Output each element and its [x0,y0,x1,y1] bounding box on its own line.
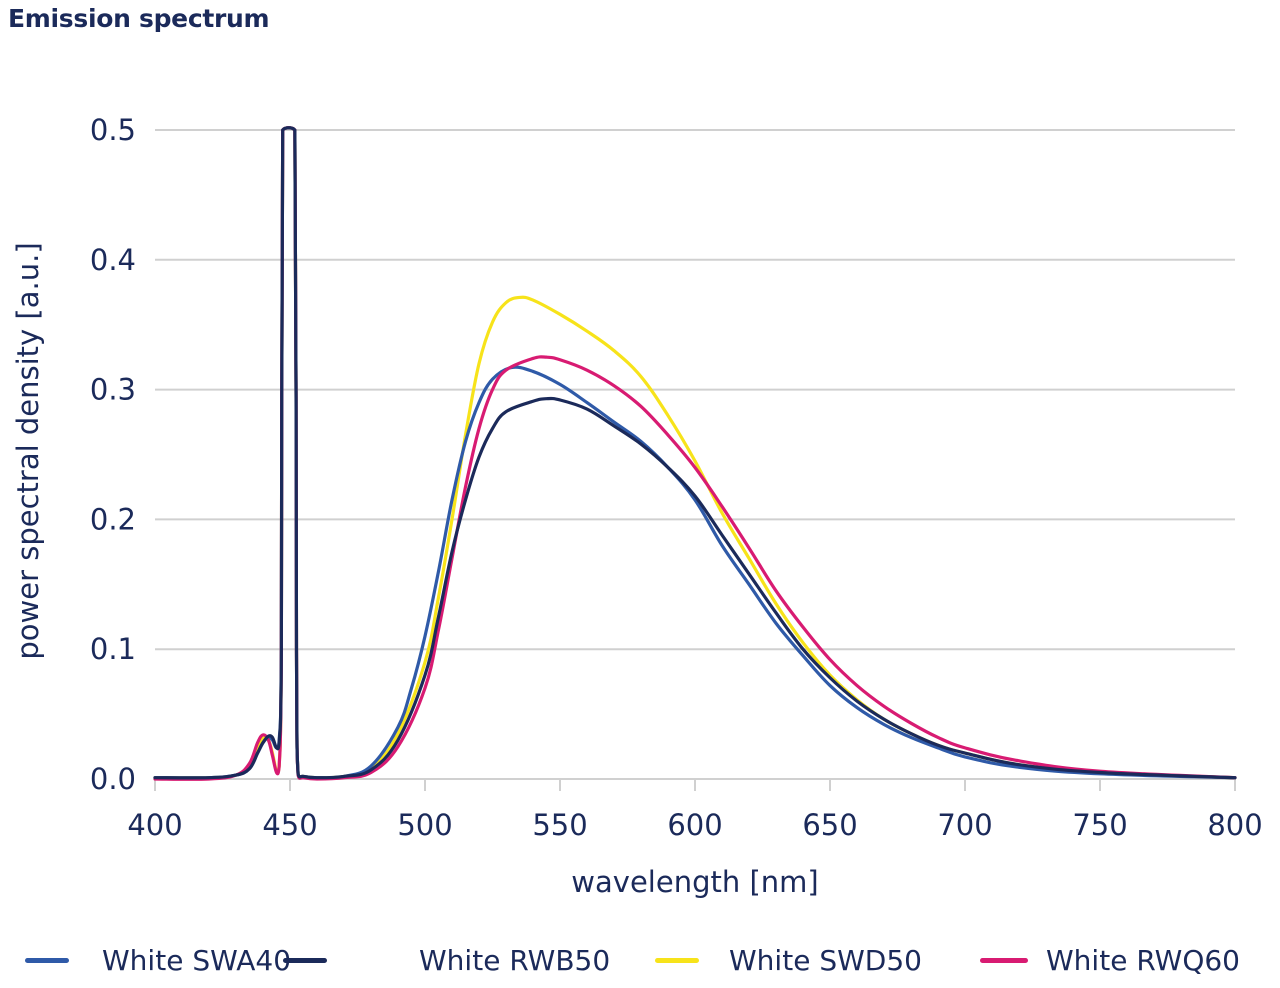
chart-plot: 0.0 0.1 0.2 0.3 0.4 0.5 400 450 500 550 600 650 700… [11,113,1263,899]
x-tick-label: 500 [397,808,452,842]
x-tick-label: 700 [937,808,992,842]
x-tick-label: 400 [127,808,182,842]
series-line-white-swa40 [153,126,1237,780]
y-tick-label: 0.1 [90,632,136,666]
y-axis-label: power spectral density [a.u.] [11,242,45,659]
x-axis-ticks [154,779,1236,791]
x-tick-label: 450 [262,808,317,842]
x-tick-label: 800 [1207,808,1262,842]
series-line-white-rwq60 [153,126,1237,781]
legend-swatch-swa40 [25,957,69,963]
chart-title: Emission spectrum [8,4,270,33]
gridlines [155,129,1235,780]
y-tick-label: 0.0 [90,762,136,796]
y-axis-tick-labels: 0.0 0.1 0.2 0.3 0.4 0.5 [90,113,136,796]
y-tick-label: 0.5 [90,113,136,147]
x-tick-label: 650 [802,808,857,842]
y-tick-label: 0.2 [90,502,136,536]
series-line-white-swd50 [153,126,1237,780]
legend: White SWA40 White RWB50 White SWD50 Whit… [0,938,1280,982]
legend-label-swa40: White SWA40 [102,943,292,977]
y-tick-label: 0.4 [90,243,136,277]
x-tick-label: 550 [532,808,587,842]
x-axis-label: wavelength [nm] [571,865,818,899]
x-axis-tick-labels: 400 450 500 550 600 650 700 750 800 [127,808,1262,842]
legend-label-rwq60: White RWQ60 [1046,943,1240,977]
series-line-white-rwb50 [153,126,1237,780]
legend-label-swd50: White SWD50 [729,943,922,977]
legend-label-rwb50: White RWB50 [419,943,611,977]
legend-item-swd50: White SWD50 [655,938,922,982]
x-tick-label: 750 [1072,808,1127,842]
legend-item-rwb50: White RWB50 [283,938,610,982]
legend-item-swa40: White SWA40 [25,938,291,982]
series-lines [153,126,1237,781]
legend-item-rwq60: White RWQ60 [980,938,1240,982]
legend-swatch-swd50 [655,957,699,963]
legend-swatch-rwb50 [283,957,327,963]
legend-swatch-rwq60 [980,957,1028,963]
y-tick-label: 0.3 [90,373,136,407]
x-tick-label: 600 [667,808,722,842]
